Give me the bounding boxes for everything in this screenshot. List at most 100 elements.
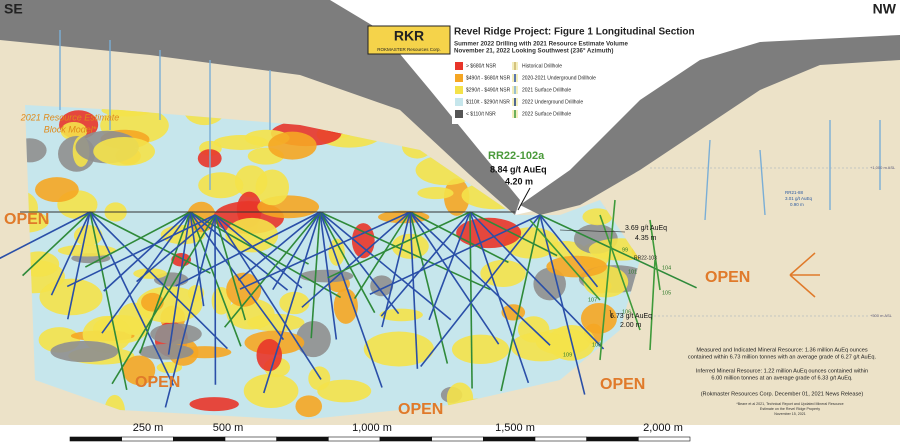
grade-patch: [533, 267, 566, 301]
grade-patch: [117, 302, 151, 336]
drillhole: [139, 211, 191, 354]
legend-label: $110/t - $290/t NSR: [466, 99, 510, 105]
drillhole: [327, 211, 471, 279]
resource-line: Measured and Indicated Mineral Resource:…: [696, 347, 868, 353]
drillhole: [353, 211, 411, 300]
drillhole: [89, 211, 211, 274]
drillhole: [409, 211, 551, 346]
grade-patch: [417, 186, 454, 200]
drillhole: [111, 214, 216, 385]
legend-label: < $110/t NSR: [466, 111, 496, 117]
drillhole: [539, 214, 599, 288]
scale-segment: [483, 436, 536, 442]
legend-swatch: [455, 110, 463, 118]
legend-swatch: [455, 62, 463, 70]
scale-segment: [224, 436, 277, 442]
grade-patch: [243, 373, 299, 408]
grade-patch: [138, 344, 194, 360]
footnote-line: *Beare et al 2021, Technical Report and …: [736, 402, 843, 406]
scale-segment: [431, 436, 484, 442]
legend-label: 2022 Underground Drillhole: [522, 99, 583, 105]
right-hillside: [520, 35, 900, 215]
intercept-grade: 3.69 g/t AuEq: [625, 225, 667, 232]
grade-patch: [226, 298, 275, 330]
intercept-width: 4.35 m: [635, 235, 657, 242]
scale-label: 500 m: [213, 422, 244, 434]
grade-patch: [379, 308, 423, 322]
new-drillhole: [649, 259, 656, 351]
drillhole: [469, 211, 530, 384]
drillhole: [0, 211, 91, 260]
scale-label: 1,000 m: [352, 422, 392, 434]
drillhole: [539, 214, 586, 395]
grade-patch: [295, 395, 323, 418]
subtitle: Summer 2022 Drilling with 2021 Resource …: [454, 41, 628, 48]
hole-number: 101: [628, 269, 637, 275]
drillholes: 99 101 104 105 107 106 109 108: [0, 30, 881, 408]
intercept-hole: RR21-88: [785, 190, 804, 195]
drillhole: [214, 214, 247, 321]
title: Revel Ridge Project: Figure 1 Longitudin…: [454, 27, 695, 38]
drillhole: [428, 211, 471, 321]
elevation: +500 m ASL: [870, 313, 893, 318]
legend-swatch: [455, 86, 463, 94]
drillhole: [89, 211, 128, 391]
new-drillhole: [599, 214, 641, 331]
drillhole: [164, 214, 216, 408]
legend-swatch: [455, 74, 463, 82]
resource-line: contained within 6.73 million tonnes wit…: [688, 354, 877, 360]
resource-line: 6.00 million tonnes at an average grade …: [711, 375, 853, 381]
grade-patch: [333, 288, 358, 324]
drillhole: [539, 214, 697, 289]
drillhole: [214, 214, 322, 380]
highlight-hole: RR22-102a: [488, 150, 545, 162]
drillhole: [409, 211, 509, 264]
drillhole: [469, 211, 605, 350]
grade-patch: [256, 338, 283, 372]
drillhole: [381, 211, 411, 328]
drillhole: [175, 211, 321, 287]
grade-patch: [363, 331, 434, 367]
footnote-line: Estimate on the Revel Ridge Property: [760, 407, 820, 411]
resource-line: Inferred Mineral Resource: 1.22 million …: [696, 368, 868, 374]
scale-segment: [328, 436, 381, 442]
hole-number: 99: [622, 247, 628, 253]
drillhole: [214, 214, 303, 289]
grade-patch: [25, 138, 47, 163]
leader: [517, 187, 531, 211]
grade-patch: [187, 285, 205, 302]
open-label: OPEN: [398, 401, 443, 418]
scale-bg: [0, 425, 900, 448]
grade-patch: [60, 121, 88, 141]
drillhole: [237, 211, 321, 281]
surface-drillhole: [759, 149, 766, 216]
drillhole: [272, 211, 321, 291]
legend-label: $290/t - $490/t NSR: [466, 87, 511, 93]
drillhole: [380, 211, 471, 317]
logo-mark: RKR: [394, 28, 424, 44]
drillhole: [319, 211, 376, 314]
drillhole: [319, 211, 383, 388]
grade-patch: [25, 210, 49, 233]
open-label: OPEN: [600, 376, 645, 393]
grade-patch: [189, 397, 239, 412]
leader: [609, 309, 613, 319]
drillhole: [136, 214, 216, 283]
highlight-grade: 8.84 g/t AuEq: [490, 164, 547, 174]
drillhole: [103, 211, 191, 292]
footnote-line: November 15, 2021: [774, 412, 806, 416]
highlight-width: 4.20 m: [505, 176, 533, 186]
grade-patch: [480, 259, 526, 288]
drillhole: [239, 211, 411, 290]
intercept-grade: 3.01 g/t AuEq: [785, 196, 813, 201]
drillhole: [319, 211, 452, 321]
drillhole: [189, 211, 285, 341]
hole-number: 106: [622, 309, 631, 315]
drillhole: [469, 211, 558, 257]
grade-patch: [451, 334, 510, 365]
scale-segment: [379, 436, 432, 442]
legend-label: Historical Drillhole: [522, 63, 562, 69]
grade-patch: [546, 255, 608, 278]
grade-patch: [456, 217, 522, 249]
legend: > $680/t NSR $490/t - $680/t NSR $290/t - …: [452, 58, 596, 124]
